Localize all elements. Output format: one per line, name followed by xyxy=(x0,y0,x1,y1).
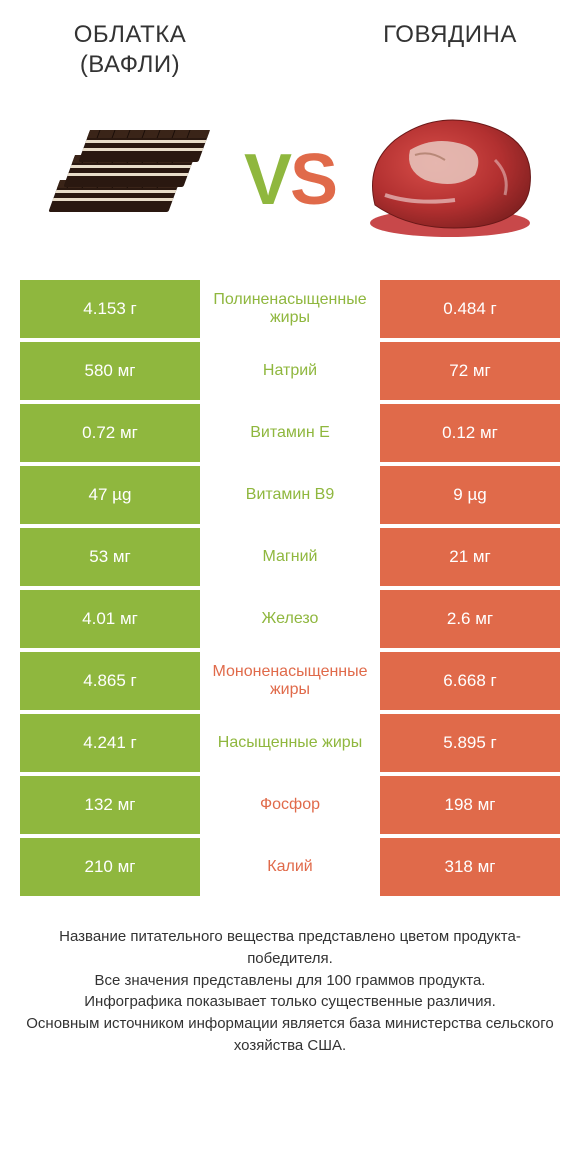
value-left: 0.72 мг xyxy=(20,404,200,462)
value-right: 21 мг xyxy=(380,528,560,586)
table-row: 53 мгМагний21 мг xyxy=(20,528,560,586)
value-right: 9 µg xyxy=(380,466,560,524)
table-row: 0.72 мгВитамин E0.12 мг xyxy=(20,404,560,462)
images-row: VS xyxy=(0,90,580,280)
vs-v: V xyxy=(244,140,290,220)
table-row: 580 мгНатрий72 мг xyxy=(20,342,560,400)
table-row: 4.241 гНасыщенные жиры5.895 г xyxy=(20,714,560,772)
table-row: 4.865 гМононенасыщенные жиры6.668 г xyxy=(20,652,560,710)
table-row: 4.01 мгЖелезо2.6 мг xyxy=(20,590,560,648)
vs-s: S xyxy=(290,140,336,220)
footer-line: Основным источником информации является … xyxy=(20,1013,560,1057)
value-left: 4.241 г xyxy=(20,714,200,772)
value-left: 47 µg xyxy=(20,466,200,524)
table-row: 132 мгФосфор198 мг xyxy=(20,776,560,834)
value-right: 198 мг xyxy=(380,776,560,834)
nutrient-label: Полиненасыщенные жиры xyxy=(200,280,380,338)
value-left: 210 мг xyxy=(20,838,200,896)
footer-line: Все значения представлены для 100 граммо… xyxy=(20,970,560,992)
wafer-image xyxy=(30,100,230,260)
value-right: 72 мг xyxy=(380,342,560,400)
value-right: 5.895 г xyxy=(380,714,560,772)
value-left: 580 мг xyxy=(20,342,200,400)
footer-line: Инфографика показывает только существенн… xyxy=(20,991,560,1013)
value-left: 132 мг xyxy=(20,776,200,834)
nutrient-label: Витамин E xyxy=(200,404,380,462)
value-right: 2.6 мг xyxy=(380,590,560,648)
nutrient-label: Насыщенные жиры xyxy=(200,714,380,772)
comparison-table: 4.153 гПолиненасыщенные жиры0.484 г580 м… xyxy=(20,280,560,896)
table-row: 210 мгКалий318 мг xyxy=(20,838,560,896)
nutrient-label: Железо xyxy=(200,590,380,648)
footer-line: Название питательного вещества представл… xyxy=(20,926,560,970)
value-right: 6.668 г xyxy=(380,652,560,710)
value-left: 4.153 г xyxy=(20,280,200,338)
value-right: 0.484 г xyxy=(380,280,560,338)
nutrient-label: Мононенасыщенные жиры xyxy=(200,652,380,710)
product-left-title: ОБЛАТКА (ВАФЛИ) xyxy=(30,20,230,80)
value-left: 4.01 мг xyxy=(20,590,200,648)
nutrient-label: Магний xyxy=(200,528,380,586)
value-left: 4.865 г xyxy=(20,652,200,710)
nutrient-label: Калий xyxy=(200,838,380,896)
product-right-title: ГОВЯДИНА xyxy=(350,20,550,50)
value-left: 53 мг xyxy=(20,528,200,586)
table-row: 4.153 гПолиненасыщенные жиры0.484 г xyxy=(20,280,560,338)
footer-notes: Название питательного вещества представл… xyxy=(20,926,560,1057)
table-row: 47 µgВитамин B99 µg xyxy=(20,466,560,524)
nutrient-label: Фосфор xyxy=(200,776,380,834)
nutrient-label: Витамин B9 xyxy=(200,466,380,524)
header: ОБЛАТКА (ВАФЛИ) ГОВЯДИНА xyxy=(0,0,580,90)
value-right: 0.12 мг xyxy=(380,404,560,462)
vs-label: VS xyxy=(244,139,336,221)
nutrient-label: Натрий xyxy=(200,342,380,400)
value-right: 318 мг xyxy=(380,838,560,896)
beef-image xyxy=(350,100,550,260)
